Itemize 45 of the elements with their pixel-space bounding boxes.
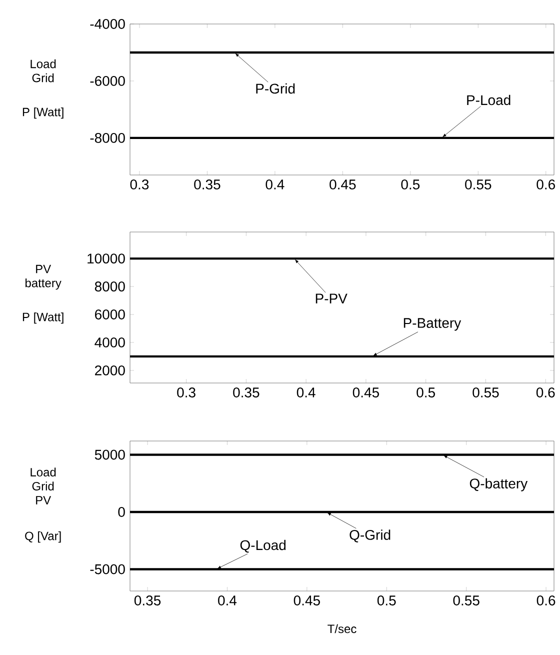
y-axis-title: P [Watt] — [22, 312, 64, 324]
x-tick-label: 0.3 — [177, 388, 196, 398]
x-tick-label: 0.4 — [266, 180, 284, 190]
x-tick-label: 0.6 — [536, 180, 555, 190]
x-tick-label: 0.6 — [536, 596, 556, 606]
x-axis-title: T/sec — [328, 624, 356, 634]
annotation: Q-Load — [240, 540, 286, 553]
y-tick-label: -8000 — [90, 132, 125, 143]
text: Load Grid — [30, 59, 56, 82]
x-tick-label: 0.6 — [536, 388, 555, 398]
annotation: P-PV — [316, 294, 348, 304]
y-tick-label: -4000 — [90, 19, 125, 29]
annotation: Q-Grid — [350, 530, 390, 542]
x-tick-label: 0.55 — [465, 180, 492, 190]
x-tick-label: 0.45 — [352, 388, 379, 398]
x-tick-label: 0.55 — [472, 388, 499, 398]
y-tick-label: -6000 — [90, 76, 125, 86]
x-tick-label: 0.5 — [416, 388, 435, 398]
y-tick-label: 5000 — [94, 450, 125, 460]
annotation: P-Grid — [256, 83, 295, 94]
text: Load Grid PV — [30, 468, 56, 504]
x-tick-label: 0.35 — [233, 388, 260, 398]
x-tick-label: 0.35 — [134, 596, 161, 606]
x-tick-label: 0.35 — [194, 180, 220, 190]
y-tick-label: -5000 — [90, 564, 125, 574]
x-tick-label: 0.5 — [401, 180, 420, 190]
y-tick-label: 6000 — [94, 310, 125, 320]
y-tick-label: 10000 — [88, 254, 125, 264]
x-tick-label: 0.4 — [296, 388, 316, 398]
x-tick-label: 0.55 — [453, 596, 480, 606]
y-tick-label: 8000 — [94, 282, 125, 292]
annotation: Q-battery — [470, 478, 528, 492]
annotation: P-Battery — [404, 318, 462, 331]
x-tick-label: 0.45 — [294, 596, 320, 606]
x-tick-label: 0.5 — [377, 596, 396, 606]
text: PV battery — [25, 264, 62, 290]
x-tick-label: 0.3 — [130, 180, 149, 190]
annotation: P-Load — [467, 94, 510, 106]
x-tick-label: 0.4 — [218, 596, 237, 606]
x-tick-label: 0.45 — [330, 180, 356, 190]
y-axis-title: Q [Var] — [25, 531, 61, 543]
y-axis-title: P [Watt] — [22, 107, 64, 119]
y-tick-label: 4000 — [94, 337, 125, 348]
y-tick-label: 2000 — [94, 365, 125, 376]
y-tick-label: 0 — [118, 507, 125, 517]
